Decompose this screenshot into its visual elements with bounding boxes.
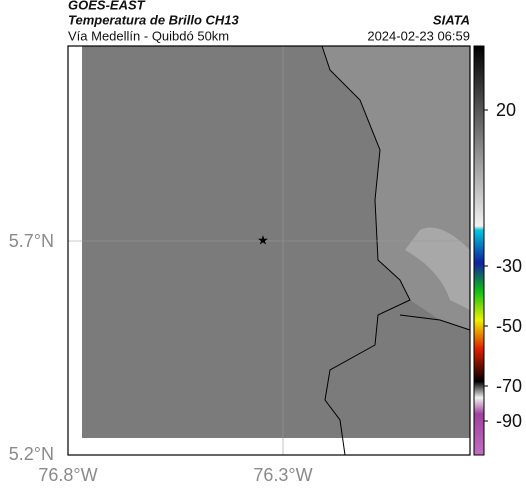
terrain xyxy=(405,227,470,310)
colorbar-label: -30 xyxy=(496,256,522,276)
colorbar-label: 20 xyxy=(496,100,516,120)
frame xyxy=(67,45,471,456)
lat-tick: 5.2°N xyxy=(9,444,54,464)
border xyxy=(399,314,471,331)
map: ★ xyxy=(67,45,471,456)
org: SIATA xyxy=(433,12,470,27)
colorbar-scale xyxy=(473,45,485,456)
lon-tick: 76.3°W xyxy=(253,465,312,485)
colorbar-label: -70 xyxy=(496,376,522,396)
source: GOES-EAST xyxy=(68,0,146,12)
lat-tick: 5.7°N xyxy=(9,231,54,251)
subtitle: Vía Medellín - Quibdó 50km xyxy=(68,28,229,43)
colorbar-label: -50 xyxy=(496,316,522,336)
lon-tick: 76.8°W xyxy=(38,465,97,485)
colorbar-label: -90 xyxy=(496,411,522,431)
location-marker: ★ xyxy=(257,232,269,247)
title: Temperatura de Brillo CH13 xyxy=(68,12,240,27)
colorbar: 20 -30 -50 -70 -90 xyxy=(473,45,522,456)
timestamp: 2024-02-23 06:59 xyxy=(367,28,470,43)
border xyxy=(321,45,411,456)
